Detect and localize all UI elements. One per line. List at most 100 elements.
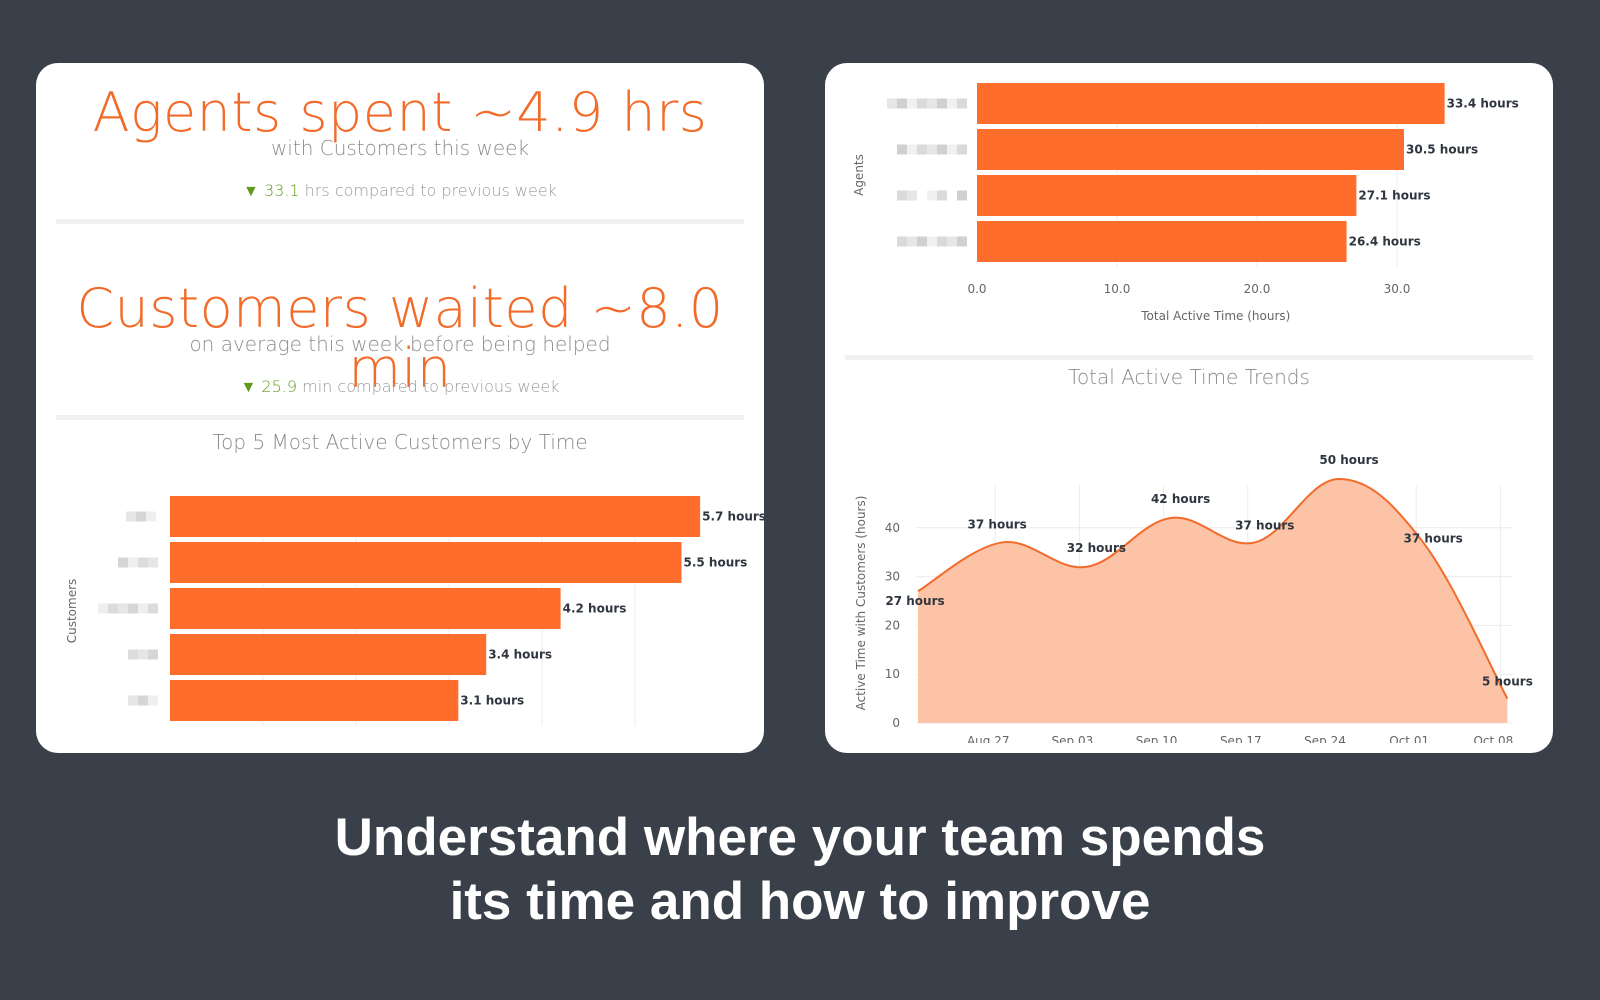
bar-value-label: 3.1 hours bbox=[460, 694, 524, 708]
x-tick-label: Sep 17 bbox=[1220, 734, 1262, 743]
bar bbox=[977, 83, 1445, 124]
down-arrow-icon: ▼ bbox=[240, 377, 257, 396]
bar bbox=[977, 129, 1404, 170]
trends-chart-title: Total Active Time Trends bbox=[1068, 365, 1310, 389]
point-value-label: 5 hours bbox=[1482, 675, 1533, 689]
redacted-pixel bbox=[907, 98, 917, 109]
bar bbox=[170, 634, 487, 675]
redacted-pixel bbox=[947, 236, 957, 247]
redacted-label bbox=[897, 236, 967, 247]
x-tick-label: 10.0 bbox=[1104, 282, 1131, 296]
redacted-pixel bbox=[927, 190, 937, 201]
redacted-pixel bbox=[927, 236, 937, 247]
bar-value-label: 3.4 hours bbox=[488, 648, 552, 662]
redacted-pixel bbox=[897, 144, 907, 155]
agents-delta-text: hrs compared to previous week bbox=[299, 181, 557, 200]
redacted-pixel bbox=[148, 557, 158, 568]
bar bbox=[977, 221, 1347, 262]
divider bbox=[56, 219, 744, 224]
x-tick-label: 0.0 bbox=[967, 282, 986, 296]
redacted-pixel bbox=[128, 603, 138, 614]
redacted-pixel bbox=[148, 603, 158, 614]
redacted-pixel bbox=[957, 98, 967, 109]
bar-value-label: 5.7 hours bbox=[702, 510, 764, 524]
wait-delta-value: 25.9 bbox=[261, 377, 298, 396]
point-value-label: 37 hours bbox=[968, 517, 1027, 531]
redacted-pixel bbox=[917, 98, 927, 109]
bar bbox=[170, 680, 459, 721]
redacted-pixel bbox=[947, 98, 957, 109]
bar-value-label: 33.4 hours bbox=[1447, 97, 1519, 111]
x-tick-label: 30.0 bbox=[1384, 282, 1411, 296]
wait-comparison: ▼ 25.9 min compared to previous week bbox=[36, 377, 764, 397]
x-tick-label: Sep 03 bbox=[1052, 734, 1094, 743]
redacted-label bbox=[897, 144, 967, 155]
redacted-pixel bbox=[118, 603, 128, 614]
customers-bar-chart: Customers 5.7 hours 5.5 hours 4.2 hours 3.4 … bbox=[65, 496, 764, 726]
redacted-pixel bbox=[937, 236, 947, 247]
customers-wait-headline: Customers waited ~8.0 min bbox=[76, 277, 724, 400]
redacted-pixel bbox=[138, 695, 148, 706]
y-tick-label: 10 bbox=[885, 667, 900, 681]
customers-chart-title: Top 5 Most Active Customers by Time bbox=[212, 430, 588, 454]
redacted-pixel bbox=[957, 236, 967, 247]
redacted-label bbox=[128, 695, 158, 706]
wait-delta-text: min compared to previous week bbox=[297, 377, 560, 396]
down-arrow-icon: ▼ bbox=[243, 181, 259, 200]
redacted-pixel bbox=[937, 190, 947, 201]
bar bbox=[977, 175, 1357, 216]
bar-value-label: 27.1 hours bbox=[1358, 189, 1430, 203]
redacted-pixel bbox=[947, 144, 957, 155]
point-value-label: 50 hours bbox=[1319, 453, 1378, 467]
agents-time-headline: Agents spent ~4.9 hrs bbox=[92, 81, 708, 144]
redacted-pixel bbox=[128, 649, 138, 660]
tagline-line-2: its time and how to improve bbox=[449, 872, 1151, 931]
bar-value-label: 4.2 hours bbox=[563, 602, 627, 616]
redacted-pixel bbox=[118, 557, 128, 568]
bar-value-label: 5.5 hours bbox=[684, 556, 748, 570]
x-tick-label: Aug 27 bbox=[967, 734, 1010, 743]
tagline: Understand where your team spends its ti… bbox=[0, 806, 1600, 934]
y-tick-label: 20 bbox=[885, 618, 900, 632]
redacted-pixel bbox=[907, 236, 917, 247]
redacted-pixel bbox=[108, 603, 118, 614]
trends-area-chart: 0 10 20 30 40 Aug 27 Sep 03 Sep 10 Sep 17 Sep 24 O… bbox=[854, 453, 1533, 743]
x-tick-label: 20.0 bbox=[1244, 282, 1271, 296]
redacted-label bbox=[126, 511, 156, 522]
area-fill bbox=[918, 479, 1508, 723]
redacted-pixel bbox=[138, 557, 148, 568]
bar bbox=[170, 542, 682, 583]
x-tick-label: Oct 08 bbox=[1473, 734, 1513, 743]
bar bbox=[170, 496, 701, 537]
series-line bbox=[917, 477, 1509, 700]
redacted-pixel bbox=[937, 98, 947, 109]
redacted-pixel bbox=[927, 98, 937, 109]
x-tick-label: Sep 10 bbox=[1136, 734, 1178, 743]
y-axis-label: Active Time with Customers (hours) bbox=[854, 496, 868, 711]
redacted-label bbox=[128, 649, 158, 660]
redacted-pixel bbox=[917, 144, 927, 155]
divider bbox=[845, 355, 1533, 360]
redacted-pixel bbox=[917, 236, 927, 247]
redacted-pixel bbox=[126, 511, 136, 522]
redacted-pixel bbox=[897, 190, 907, 201]
redacted-label bbox=[887, 98, 967, 109]
bar-value-label: 30.5 hours bbox=[1406, 143, 1478, 157]
customers-wait-subline: on average this week before being helped bbox=[189, 332, 611, 356]
agents-bar-chart: Agents 33.4 hours 30.5 hours 27.1 hours 26.4… bbox=[852, 83, 1519, 323]
y-tick-label: 30 bbox=[885, 570, 900, 584]
redacted-pixel bbox=[927, 144, 937, 155]
redacted-pixel bbox=[887, 98, 897, 109]
redacted-pixel bbox=[907, 190, 917, 201]
bar bbox=[170, 588, 561, 629]
agents-time-subline: with Customers this week bbox=[270, 136, 530, 160]
bar-value-label: 26.4 hours bbox=[1349, 235, 1421, 249]
point-value-label: 42 hours bbox=[1151, 492, 1210, 506]
redacted-pixel bbox=[957, 144, 967, 155]
redacted-pixel bbox=[148, 649, 158, 660]
redacted-pixel bbox=[136, 511, 146, 522]
y-axis-label: Agents bbox=[852, 154, 866, 196]
redacted-pixel bbox=[897, 236, 907, 247]
redacted-pixel bbox=[98, 603, 108, 614]
y-tick-label: 40 bbox=[885, 521, 900, 535]
